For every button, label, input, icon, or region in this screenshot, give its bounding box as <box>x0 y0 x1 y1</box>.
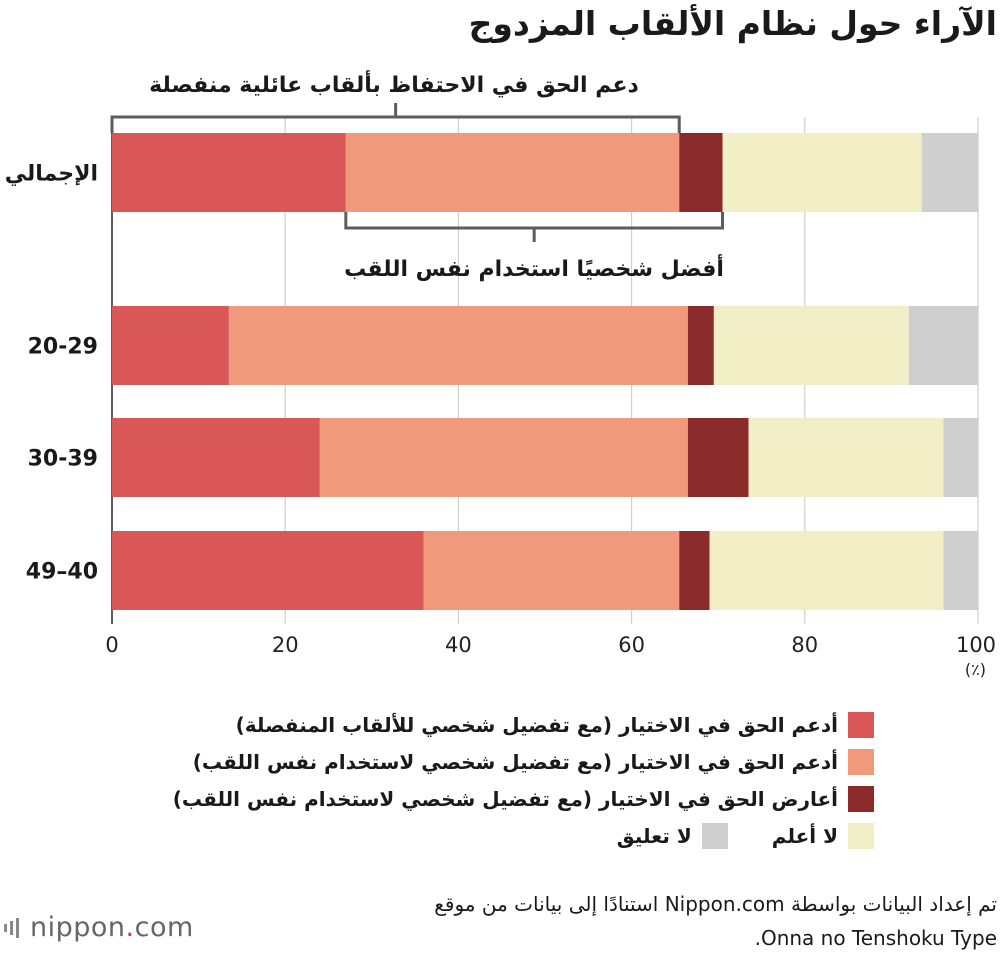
bar-segment <box>921 133 978 212</box>
legend-label: أدعم الحق في الاختيار (مع تفضيل شخصي لاس… <box>192 749 838 774</box>
bar-segment <box>112 531 424 610</box>
annotation-label: دعم الحق في الاحتفاظ بألقاب عائلية منفصل… <box>149 69 639 98</box>
annotation-bracket <box>110 103 681 133</box>
category-label: الإجمالي <box>5 162 98 187</box>
legend-item: أدعم الحق في الاختيار (مع تفضيل شخصي للأ… <box>235 711 874 738</box>
source-note: تم إعداد البيانات بواسطة Nippon.com استن… <box>297 887 997 955</box>
annotation-label: أفضل شخصيًا استخدام نفس اللقب <box>344 253 724 282</box>
x-tick-label: 0 <box>105 633 118 657</box>
legend-item: أعارض الحق في الاختيار (مع تفضيل شخصي لا… <box>172 785 874 812</box>
stacked-bar-chart: دعم الحق في الاحتفاظ بألقاب عائلية منفصل… <box>5 69 996 679</box>
bar-segment <box>423 531 680 610</box>
legend-swatch <box>848 785 874 812</box>
chart-title: الآراء حول نظام الألقاب المزدوج <box>468 4 997 43</box>
x-tick-label: 20 <box>272 633 299 657</box>
bar-segment <box>687 306 714 385</box>
bar-segments <box>112 133 978 610</box>
legend-label: أدعم الحق في الاختيار (مع تفضيل شخصي للأ… <box>235 712 838 737</box>
legend-item: لا تعليق <box>616 822 728 849</box>
bar-segment <box>722 133 922 212</box>
logo-bars-icon <box>4 917 22 938</box>
x-axis-ticks: 0 20 40 60 80 100 (٪) <box>105 633 996 679</box>
logo-suffix: com <box>134 912 194 943</box>
logo-name: nippon <box>30 912 126 943</box>
bar-segment <box>748 418 944 497</box>
x-unit-label: (٪) <box>965 660 986 679</box>
annotation-brackets: دعم الحق في الاحتفاظ بألقاب عائلية منفصل… <box>110 69 725 282</box>
bar-segment <box>345 133 680 212</box>
legend-label: أعارض الحق في الاختيار (مع تفضيل شخصي لا… <box>172 786 838 811</box>
bar-segment <box>687 418 749 497</box>
bar-segment <box>713 306 909 385</box>
nippon-logo: nippon. com <box>4 912 194 943</box>
legend-row: أدعم الحق في الاختيار (مع تفضيل شخصي للأ… <box>173 706 874 743</box>
bar-segment <box>228 306 688 385</box>
source-line-1: تم إعداد البيانات بواسطة Nippon.com استن… <box>434 892 997 916</box>
bar-segment <box>709 531 944 610</box>
legend: أدعم الحق في الاختيار (مع تفضيل شخصي للأ… <box>173 706 874 854</box>
legend-label: لا تعليق <box>616 823 692 848</box>
x-tick-label: 100 <box>956 633 996 657</box>
bar-segment <box>112 133 346 212</box>
logo-dot: . <box>125 912 135 943</box>
category-label: 30-39 <box>28 447 98 472</box>
legend-label: لا أعلم <box>771 823 838 848</box>
bar-segment <box>679 133 723 212</box>
x-tick-label: 80 <box>791 633 818 657</box>
legend-swatch <box>848 748 874 775</box>
legend-row: أدعم الحق في الاختيار (مع تفضيل شخصي لاس… <box>173 743 874 780</box>
bar-segment <box>943 418 978 497</box>
legend-row: أعارض الحق في الاختيار (مع تفضيل شخصي لا… <box>173 780 874 817</box>
category-label: 20-29 <box>28 335 98 360</box>
legend-swatch <box>848 822 874 849</box>
category-labels: الإجمالي 20-29 30-39 49–40 <box>5 162 98 585</box>
x-tick-label: 40 <box>445 633 472 657</box>
legend-swatch <box>701 822 728 849</box>
bar-segment <box>112 306 229 385</box>
bar-segment <box>112 418 320 497</box>
bar-segment <box>679 531 710 610</box>
bar-segment <box>319 418 688 497</box>
category-label: 49–40 <box>26 560 98 585</box>
legend-item: أدعم الحق في الاختيار (مع تفضيل شخصي لاس… <box>192 748 874 775</box>
legend-row: لا أعلم لا تعليق <box>173 817 874 854</box>
legend-swatch <box>848 711 874 738</box>
source-line-2: Onna no Tenshoku Type. <box>754 926 997 950</box>
annotation-bracket <box>344 212 725 242</box>
legend-item: لا أعلم <box>771 822 874 849</box>
bar-segment <box>943 531 978 610</box>
x-tick-label: 60 <box>618 633 645 657</box>
bar-segment <box>908 306 978 385</box>
